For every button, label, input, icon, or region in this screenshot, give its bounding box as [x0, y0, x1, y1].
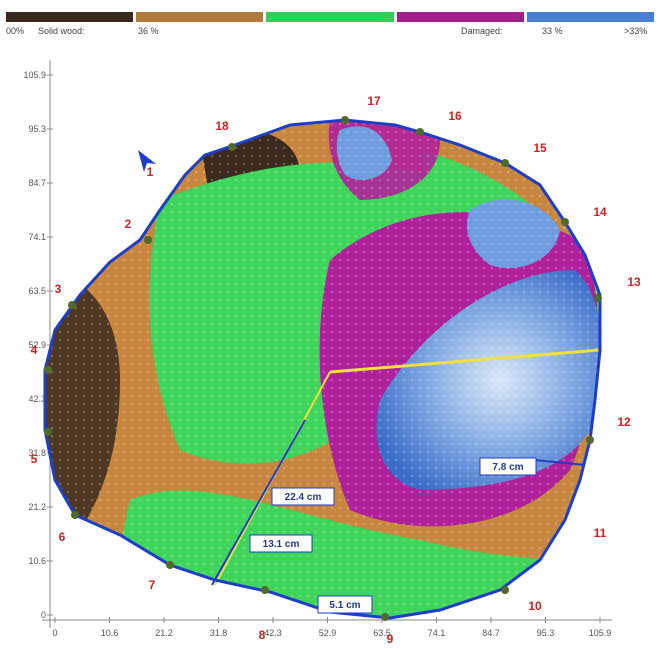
- sensor-point-9: [381, 613, 389, 621]
- color-scale-segment-damaged: [396, 12, 524, 22]
- measurement-long-text: 22.4 cm: [285, 492, 322, 503]
- node-label-7: 7: [149, 578, 156, 592]
- node-label-17: 17: [367, 94, 381, 108]
- x-tick-label: 0: [52, 628, 57, 638]
- damaged-label: Damaged:: [461, 26, 503, 36]
- y-tick-label: 95.3: [28, 124, 46, 134]
- y-tick-label: 42.3: [28, 394, 46, 404]
- measurement-tag-long: 22.4 cm: [271, 487, 335, 506]
- node-label-9: 9: [387, 632, 394, 646]
- y-tick-label: 63.5: [28, 286, 46, 296]
- measurement-lines: [211, 348, 601, 586]
- scale-right-label: >33%: [624, 26, 648, 36]
- x-axis-ticks: 0 10.6 21.2 31.8 42.3 52.9 63.5 74.1 84.7 95.3 105…: [52, 617, 611, 638]
- node-label-12: 12: [617, 415, 631, 429]
- x-tick-label: 52.9: [319, 628, 337, 638]
- measurement-short-text: 5.1 cm: [329, 600, 360, 611]
- y-tick-label: 52.9: [28, 340, 46, 350]
- y-axis-ticks: 105.9 95.3 84.7 74.1 63.5 52.9 42.3 31.8 21.2 10.…: [23, 70, 53, 620]
- x-tick-label: 95.3: [537, 628, 555, 638]
- x-tick-label: 31.8: [210, 628, 228, 638]
- sensor-point-7: [166, 561, 174, 569]
- solid-wood-percent: 36 %: [138, 26, 159, 36]
- x-tick-label: 84.7: [482, 628, 500, 638]
- sensor-point-8: [261, 586, 269, 594]
- path-7cm-line: [534, 459, 586, 466]
- sensor-point-15: [416, 128, 424, 136]
- path-22cm-line: [211, 419, 306, 586]
- axes: 105.9 95.3 84.7 74.1 63.5 52.9 42.3 31.8 21.2 10.…: [23, 60, 612, 638]
- solid-wood-label: Solid wood:: [38, 26, 85, 36]
- y-tick-label: 105.9: [23, 70, 46, 80]
- sensor-point-4: [44, 366, 52, 374]
- node-label-13: 13: [627, 275, 641, 289]
- y-tick-label: 74.1: [28, 232, 46, 242]
- sensor-point-5: [44, 428, 52, 436]
- yellow-reference-line: [329, 348, 601, 374]
- color-scale-segment-cavity: [526, 12, 655, 22]
- measurement-tag-mid: 13.1 cm: [249, 534, 313, 553]
- sensor-point-6: [71, 511, 79, 519]
- damaged-percent: 33 %: [542, 26, 563, 36]
- sensor-point-12: [594, 294, 602, 302]
- node-label-10: 10: [528, 599, 542, 613]
- sensor-point-3: [68, 301, 76, 309]
- cursor-arrow-icon: [138, 150, 156, 172]
- color-scale-legend: 00% Solid wood: 36 % Damaged: 33 % >33%: [6, 24, 654, 40]
- color-scale-segment-darkwood: [6, 12, 134, 22]
- x-tick-label: 105.9: [589, 628, 612, 638]
- measurement-tag-right: 7.8 cm: [479, 457, 537, 476]
- node-label-5: 5: [31, 452, 38, 466]
- sensor-point-11: [586, 436, 594, 444]
- sensor-points: [44, 116, 602, 621]
- sensor-point-13: [561, 218, 569, 226]
- y-tick-label: 84.7: [28, 178, 46, 188]
- node-label-1: 1: [147, 165, 154, 179]
- node-label-18: 18: [215, 119, 229, 133]
- sensor-point-1: [228, 143, 236, 151]
- x-tick-label: 63.5: [373, 628, 391, 638]
- sensor-point-16: [341, 116, 349, 124]
- node-label-16: 16: [448, 109, 462, 123]
- node-label-4: 4: [31, 343, 38, 357]
- x-tick-label: 21.2: [155, 628, 173, 638]
- y-tick-label: 0: [41, 610, 46, 620]
- color-scale-segment-solid: [136, 12, 264, 22]
- node-label-11: 11: [594, 526, 607, 540]
- node-label-6: 6: [59, 530, 66, 544]
- x-tick-label: 74.1: [428, 628, 446, 638]
- sensor-point-2: [144, 236, 152, 244]
- node-label-8: 8: [259, 628, 266, 642]
- measurement-mid-text: 13.1 cm: [263, 539, 300, 550]
- node-label-15: 15: [533, 141, 547, 155]
- x-tick-label: 42.3: [264, 628, 282, 638]
- x-tick-label: 10.6: [101, 628, 119, 638]
- measurement-tag-short: 5.1 cm: [317, 595, 373, 614]
- y-tick-label: 10.6: [28, 556, 46, 566]
- color-scale-bar: [6, 12, 655, 22]
- y-tick-label: 31.8: [28, 448, 46, 458]
- y-tick-label: 21.2: [28, 502, 46, 512]
- color-scale-segment-healthy: [266, 12, 394, 22]
- sensor-point-10: [501, 586, 509, 594]
- scale-left-label: 00%: [6, 26, 25, 36]
- node-label-2: 2: [125, 217, 132, 231]
- node-label-3: 3: [55, 282, 62, 296]
- measurement-right-text: 7.8 cm: [492, 462, 523, 473]
- sensor-point-14: [501, 159, 509, 167]
- node-label-14: 14: [593, 205, 607, 219]
